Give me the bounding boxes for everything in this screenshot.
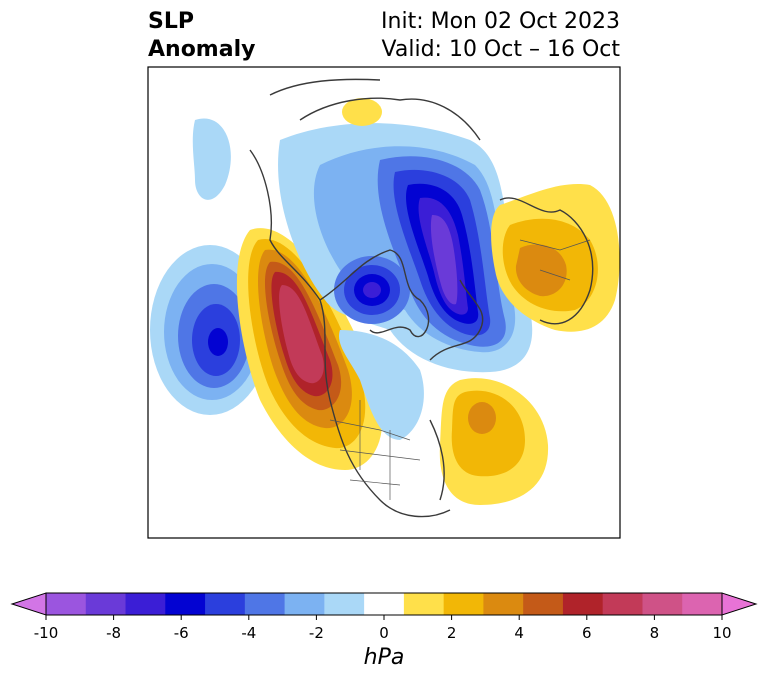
colorbar-swatch bbox=[46, 593, 87, 615]
title-line-2: Anomaly bbox=[148, 37, 256, 62]
colorbar-tick-label: 8 bbox=[650, 624, 660, 642]
colorbar-swatch bbox=[642, 593, 683, 615]
colorbar-tick-label: -6 bbox=[174, 624, 189, 642]
north-atlantic-high-anomaly bbox=[439, 378, 549, 505]
colorbar-swatch bbox=[205, 593, 246, 615]
colorbar-tick-label: 10 bbox=[712, 624, 731, 642]
colorbar-tick-label: -8 bbox=[106, 624, 121, 642]
colorbar-swatch bbox=[85, 593, 127, 615]
colorbar-swatch bbox=[483, 593, 524, 615]
colorbar-swatch bbox=[125, 593, 166, 615]
colorbar: -10 -8 -6 -4 -2 0 2 4 6 8 10 bbox=[10, 592, 758, 642]
colorbar-extend-high bbox=[721, 592, 758, 616]
colorbar-swatch bbox=[602, 593, 643, 615]
colorbar-swatch bbox=[443, 593, 484, 615]
colorbar-swatch bbox=[523, 593, 564, 615]
north-small-high-anomaly bbox=[342, 98, 382, 126]
colorbar-tick-label: 4 bbox=[514, 624, 524, 642]
gulf-of-alaska-high-anomaly bbox=[236, 228, 383, 470]
anomaly-map bbox=[147, 66, 621, 539]
coastlines bbox=[249, 78, 594, 518]
map-title: SLP Anomaly bbox=[148, 8, 255, 64]
borders bbox=[329, 239, 591, 500]
colorbar-swatch bbox=[324, 593, 365, 615]
colorbar-swatch bbox=[682, 593, 723, 615]
north-pacific-low-anomaly bbox=[150, 118, 270, 415]
colorbar-swatch bbox=[244, 593, 286, 615]
colorbar-tick-label: 2 bbox=[447, 624, 457, 642]
colorbar-swatch bbox=[562, 593, 604, 615]
colorbar-swatch bbox=[165, 593, 206, 615]
forecast-dates: Init: Mon 02 Oct 2023 Valid: 10 Oct – 16… bbox=[381, 8, 620, 64]
map-frame bbox=[147, 66, 621, 539]
colorbar-tick-label: -10 bbox=[34, 624, 59, 642]
colorbar-unit: hPa bbox=[363, 645, 405, 670]
colorbar-tick-label: 0 bbox=[379, 624, 389, 642]
colorbar-swatch bbox=[284, 593, 325, 615]
colorbar-tick-label: -2 bbox=[309, 624, 324, 642]
title-line-1: SLP bbox=[148, 9, 194, 34]
colorbar-extend-low bbox=[10, 592, 47, 616]
valid-dates: Valid: 10 Oct – 16 Oct bbox=[381, 37, 620, 62]
colorbar-tick-label: 6 bbox=[582, 624, 592, 642]
colorbar-swatch bbox=[403, 593, 445, 615]
colorbar-swatch bbox=[364, 593, 405, 615]
init-date: Init: Mon 02 Oct 2023 bbox=[381, 9, 620, 34]
colorbar-tick-label: -4 bbox=[241, 624, 256, 642]
hudson-bay-low-anomaly bbox=[334, 256, 424, 440]
